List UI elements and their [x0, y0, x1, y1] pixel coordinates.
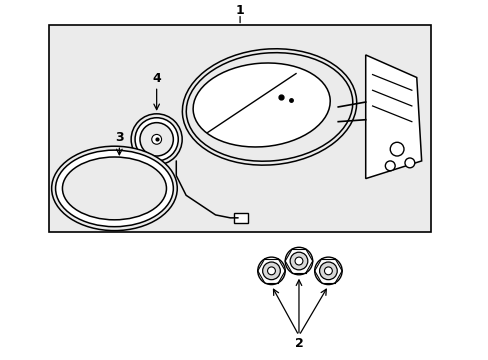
Ellipse shape: [193, 63, 329, 147]
Circle shape: [314, 257, 342, 285]
Circle shape: [319, 262, 337, 280]
Circle shape: [262, 262, 280, 280]
Circle shape: [324, 267, 332, 275]
Bar: [234, 213, 247, 223]
Circle shape: [285, 247, 312, 275]
Circle shape: [294, 257, 302, 265]
Circle shape: [257, 257, 285, 285]
Text: 3: 3: [115, 131, 123, 144]
Circle shape: [140, 123, 173, 156]
Ellipse shape: [52, 146, 177, 231]
Ellipse shape: [182, 49, 356, 165]
Circle shape: [267, 267, 275, 275]
Text: 4: 4: [152, 72, 161, 85]
Bar: [49, 26, 430, 231]
Circle shape: [135, 118, 178, 161]
Circle shape: [389, 142, 403, 156]
Ellipse shape: [62, 157, 166, 220]
Polygon shape: [365, 55, 421, 179]
Ellipse shape: [186, 53, 352, 161]
Ellipse shape: [56, 150, 173, 227]
Circle shape: [404, 158, 414, 168]
Circle shape: [131, 114, 182, 165]
Text: 2: 2: [294, 337, 303, 350]
Circle shape: [151, 134, 161, 144]
Circle shape: [289, 252, 307, 270]
Circle shape: [385, 161, 394, 171]
Text: 1: 1: [235, 4, 244, 17]
